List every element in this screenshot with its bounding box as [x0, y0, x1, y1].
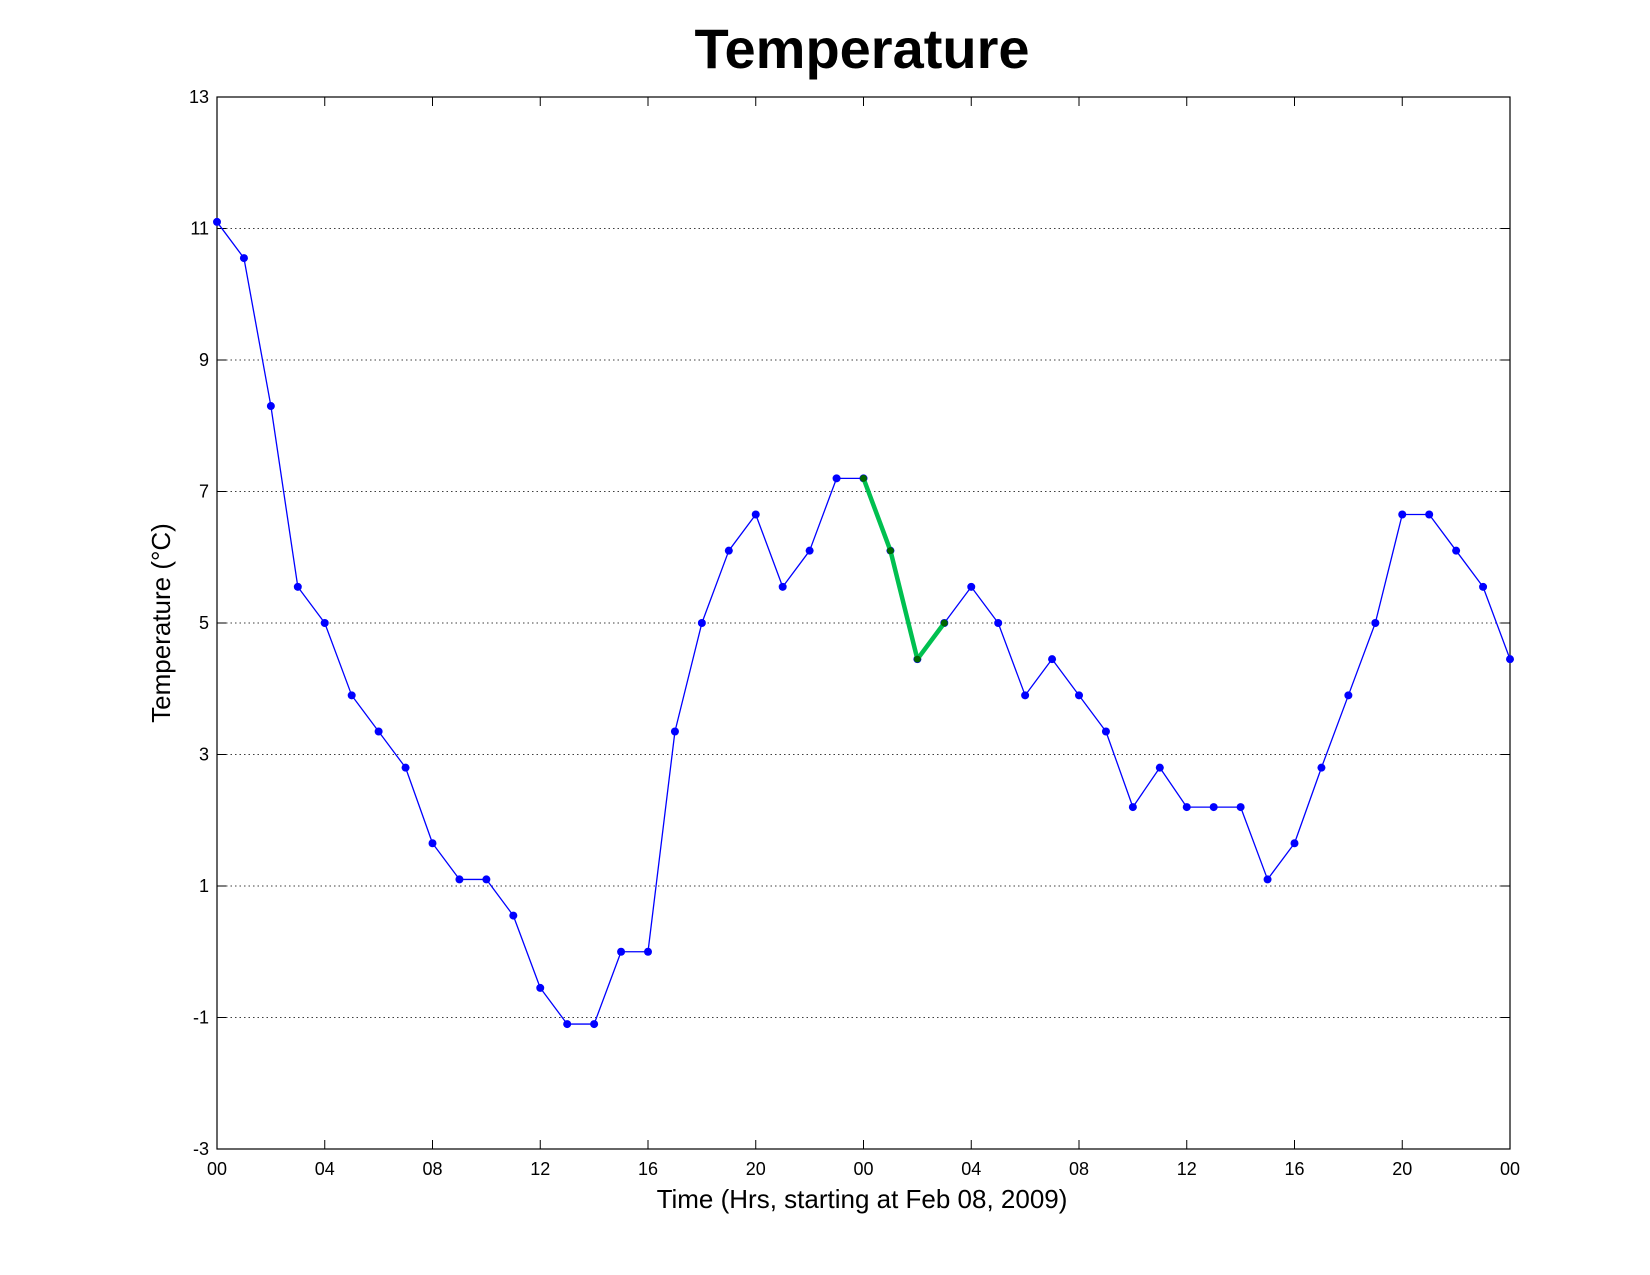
x-tick-label: 16 [1284, 1159, 1304, 1179]
temperature-data-point [697, 619, 706, 627]
highlight-data-point [860, 474, 867, 482]
temperature-data-point [1506, 655, 1514, 664]
temperature-data-point [482, 875, 491, 884]
x-tick-label: 00 [207, 1159, 227, 1179]
y-tick-label: 9 [199, 350, 209, 370]
highlight-data-point [913, 655, 921, 663]
temperature-data-point [1155, 763, 1164, 772]
temperature-data-point [266, 402, 275, 411]
temperature-data-point [617, 947, 626, 956]
temperature-data-point [455, 875, 464, 884]
y-tick-label: 3 [199, 745, 209, 765]
temperature-data-point [1048, 655, 1057, 664]
y-tick-label: 7 [199, 482, 209, 502]
temperature-data-point [832, 474, 841, 483]
temperature-data-point [293, 582, 302, 591]
temperature-data-point [967, 582, 976, 591]
x-tick-label: 16 [638, 1159, 658, 1179]
highlight-data-point [940, 619, 948, 627]
temperature-data-point [1101, 727, 1110, 736]
x-tick-label: 00 [1500, 1159, 1520, 1179]
temperature-data-point [670, 727, 679, 736]
highlight-series-line [861, 477, 947, 662]
temperature-data-point [563, 1020, 572, 1029]
temperature-data-point [1479, 582, 1488, 591]
x-tick-label: 04 [315, 1159, 335, 1179]
temperature-data-point [1021, 691, 1030, 700]
temperature-data-point [1128, 803, 1137, 812]
y-tick-label: 13 [189, 87, 209, 107]
temperature-data-point [1290, 839, 1299, 848]
temperature-data-point [536, 983, 545, 992]
y-tick-label: -3 [193, 1139, 209, 1159]
temperature-data-point [509, 911, 518, 920]
y-tick-label: 1 [199, 876, 209, 896]
temperature-data-point [1209, 803, 1218, 812]
temperature-data-point [994, 619, 1003, 627]
highlight-data-point [886, 547, 894, 555]
x-tick-label: 12 [530, 1159, 550, 1179]
temperature-data-point [1425, 510, 1434, 519]
y-axis-label: Temperature (°C) [146, 523, 176, 723]
temperature-data-point [213, 217, 221, 226]
temperature-data-point [590, 1020, 599, 1029]
temperature-data-point [751, 510, 760, 519]
temperature-data-point [1182, 803, 1191, 812]
x-tick-label: 08 [1069, 1159, 1089, 1179]
y-tick-label: -1 [193, 1008, 209, 1028]
temperature-data-point [778, 582, 787, 591]
temperature-data-point [347, 691, 356, 700]
temperature-data-point [1452, 546, 1461, 555]
temperature-data-point [401, 763, 410, 772]
temperature-data-point [1236, 803, 1245, 812]
temperature-data-point [1371, 619, 1380, 627]
temperature-data-point [428, 839, 437, 848]
series-layer [213, 217, 1514, 1029]
temperature-data-point [1317, 763, 1326, 772]
temperature-data-point [724, 546, 733, 555]
y-tick-label: 11 [190, 219, 209, 239]
x-axis-label: Time (Hrs, starting at Feb 08, 2009) [657, 1184, 1068, 1214]
temperature-data-point [805, 546, 814, 555]
temperature-data-point [320, 619, 329, 627]
highlight-series [860, 474, 948, 663]
y-tick-label: 5 [199, 613, 209, 633]
x-tick-label: 20 [746, 1159, 766, 1179]
x-tick-label: 12 [1177, 1159, 1197, 1179]
x-tick-label: 08 [422, 1159, 442, 1179]
chart-title: Temperature [694, 17, 1029, 80]
x-tick-label: 00 [853, 1159, 873, 1179]
temperature-data-point [644, 947, 652, 956]
x-tick-label: 20 [1392, 1159, 1412, 1179]
temperature-data-point [1263, 875, 1272, 884]
temperature-data-point [374, 727, 383, 736]
x-tick-label: 04 [961, 1159, 981, 1179]
temperature-data-point [1075, 691, 1083, 700]
temperature-data-point [1344, 691, 1353, 700]
temperature-data-point [239, 254, 248, 263]
temperature-data-point [1398, 510, 1407, 519]
